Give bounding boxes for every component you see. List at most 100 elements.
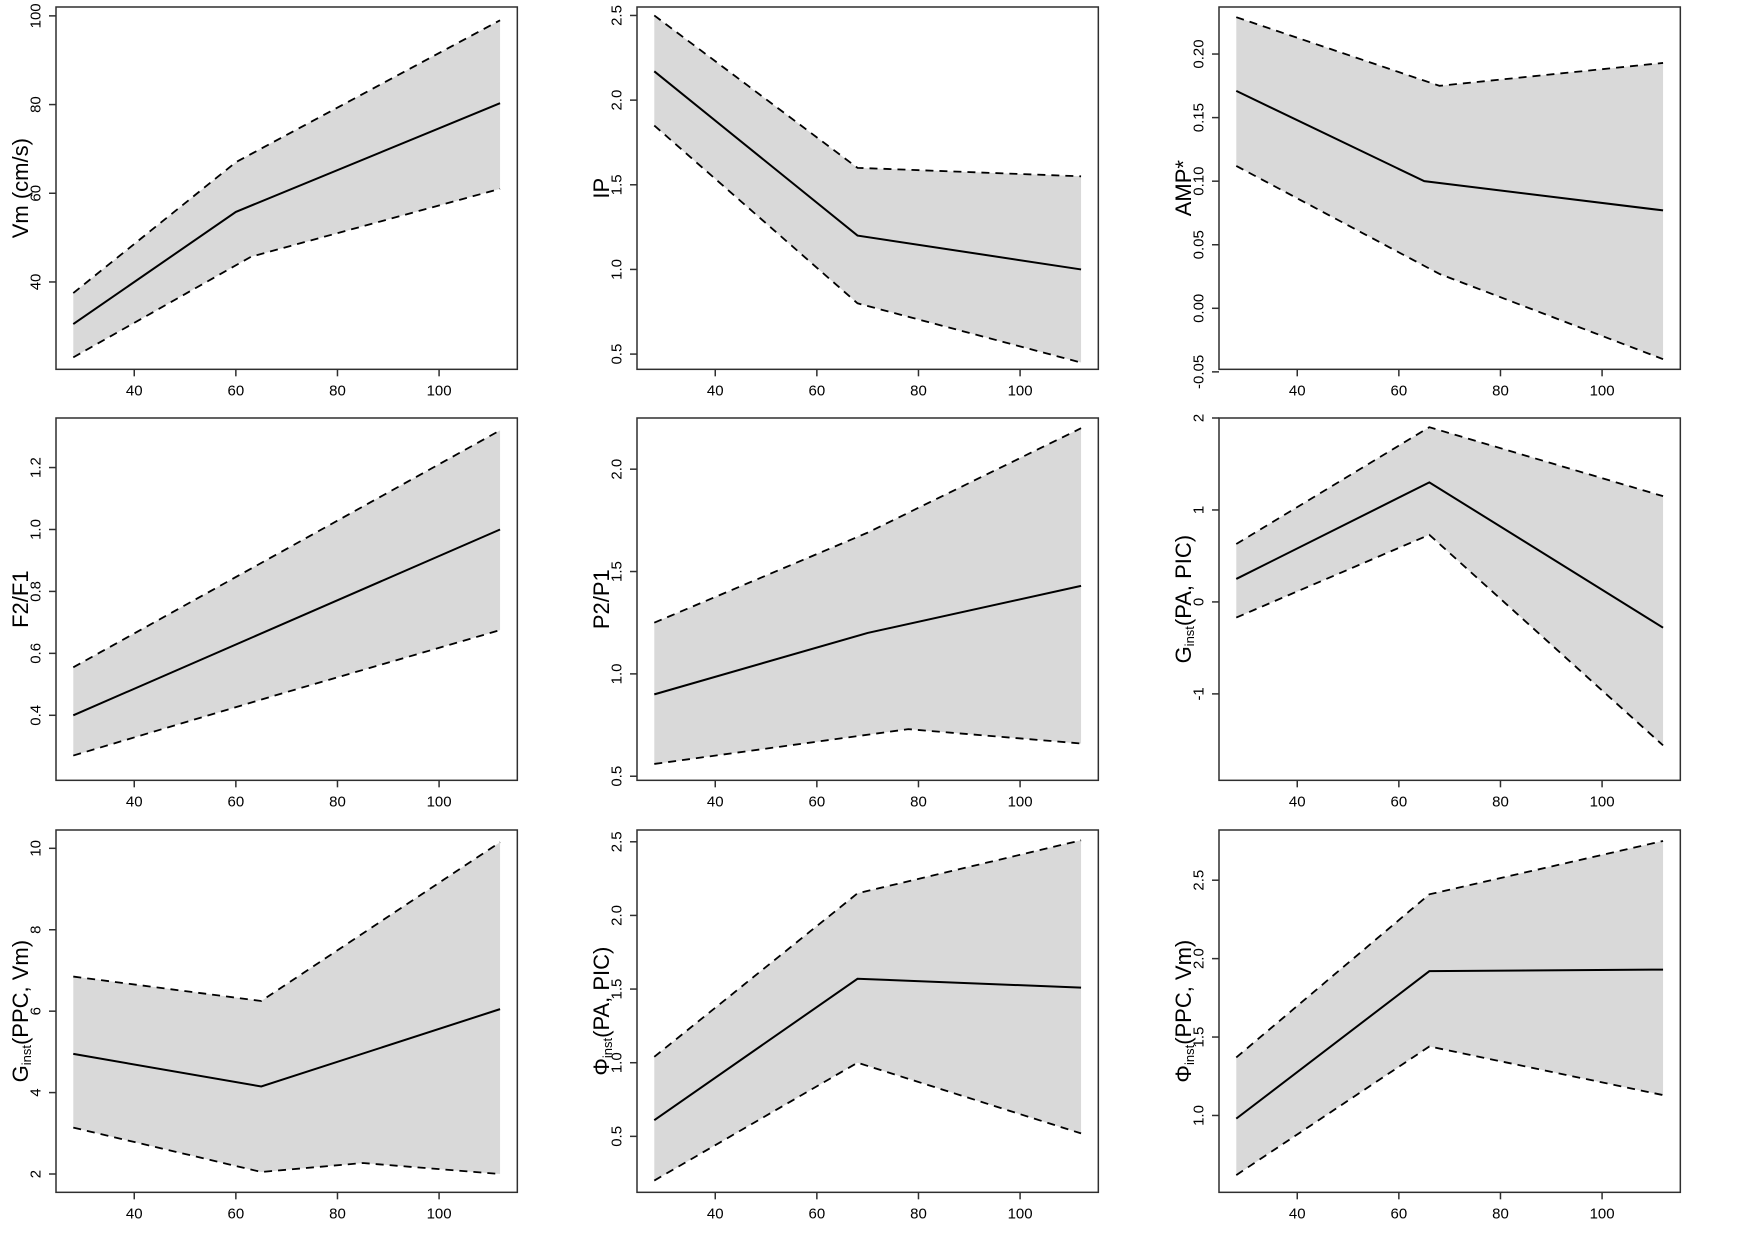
- x-tick-label: 100: [427, 1205, 452, 1222]
- x-tick-label: 60: [1390, 1205, 1407, 1222]
- x-tick-label: 40: [1289, 382, 1306, 399]
- y-tick-label: 1.5: [609, 174, 626, 195]
- y-tick-label: 0.5: [609, 344, 626, 365]
- x-tick-label: 100: [427, 794, 452, 811]
- lower-ci-line: [654, 124, 1082, 364]
- upper-ci-line: [72, 429, 501, 669]
- plot-frame: [55, 417, 519, 782]
- x-tick-label: 80: [1492, 794, 1509, 811]
- y-axis-label: Ginst(PA, PIC): [1170, 535, 1196, 664]
- mean-line: [654, 977, 1082, 1121]
- upper-ci-line: [654, 839, 1082, 1058]
- mean-line: [72, 102, 501, 325]
- ginst-ppc-vm-chart: 40 60 80 100 2 4 6 8 10 Ginst(PPC, Vm): [8, 828, 519, 1222]
- y-tick-label: 2: [1190, 414, 1207, 422]
- x-tick-label: 40: [126, 382, 143, 399]
- x-axis: 40 60 80 100: [707, 780, 1033, 811]
- x-tick-label: 40: [707, 794, 724, 811]
- x-tick-label: 80: [329, 794, 346, 811]
- y-tick-label: 1.0: [609, 664, 626, 685]
- y-axis: 0.5 1.0 1.5 2.0 2.5: [609, 831, 638, 1147]
- plot-frame: [1217, 6, 1681, 371]
- y-tick-label: 2: [28, 1169, 45, 1177]
- y-tick-label: 2.5: [609, 831, 626, 852]
- y-tick-label: 0.15: [1190, 103, 1207, 132]
- x-tick-label: 100: [1008, 1205, 1033, 1222]
- x-tick-label: 80: [910, 1205, 927, 1222]
- y-tick-label: 0.20: [1190, 39, 1207, 68]
- mean-line: [1235, 481, 1664, 629]
- plot-frame: [636, 6, 1100, 371]
- x-axis: 40 60 80 100: [126, 1191, 452, 1222]
- y-axis-label: Φinst(PA, PIC): [589, 946, 615, 1075]
- panel-ginst-pa-pic: 40 60 80 100 -1 0 1 2 Ginst(PA, PIC): [1163, 411, 1744, 822]
- y-tick-label: 0.5: [609, 766, 626, 787]
- y-tick-label: 1.0: [1190, 1105, 1207, 1126]
- y-tick-label: 1: [1190, 506, 1207, 514]
- phiinst-pa-pic-chart: 40 60 80 100 0.5 1.0 1.5 2.0 2.5 Φinst(PA, PIC): [589, 828, 1100, 1222]
- confidence-band: [654, 839, 1082, 1181]
- x-tick-label: 40: [707, 1205, 724, 1222]
- y-tick-label: 2.5: [1190, 869, 1207, 890]
- mean-line: [72, 528, 501, 717]
- mean-line: [1235, 90, 1663, 212]
- x-tick-label: 100: [1589, 794, 1614, 811]
- x-tick-label: 60: [809, 382, 826, 399]
- y-tick-label: 100: [28, 3, 45, 28]
- x-tick-label: 80: [329, 382, 346, 399]
- x-tick-label: 80: [1492, 382, 1509, 399]
- y-axis-label: IP: [589, 178, 614, 199]
- panel-amp: 40 60 80 100 -0.05 0.00 0.05 0.10 0.15 0.20 AMP*: [1163, 0, 1744, 411]
- y-axis: -0.05 0.00 0.05 0.10 0.15 0.20: [1190, 39, 1219, 389]
- y-axis-label: F2/F1: [8, 571, 33, 628]
- x-axis: 40 60 80 100: [707, 1191, 1033, 1222]
- panel-f2f1: 40 60 80 100 0.4 0.6 0.8 1.0 1.2 F2/F1: [0, 411, 581, 822]
- mean-line: [653, 70, 1082, 271]
- y-axis: 0.4 0.6 0.8 1.0 1.2: [28, 457, 57, 726]
- y-tick-label: 2.0: [609, 90, 626, 111]
- upper-ci-line: [1235, 426, 1663, 546]
- y-tick-label: 2.0: [1190, 948, 1207, 969]
- y-axis-label: Ginst(PPC, Vm): [8, 940, 34, 1082]
- y-tick-label: 0: [1190, 598, 1207, 606]
- mean-line: [1235, 968, 1663, 1120]
- y-tick-label: 8: [28, 925, 45, 933]
- x-axis: 40 60 80 100: [1289, 780, 1614, 811]
- y-axis: 0.5 1.0 1.5 2.0 2.5: [609, 5, 638, 365]
- x-axis: 40 60 80 100: [126, 780, 452, 811]
- ginst-pa-pic-chart: 40 60 80 100 -1 0 1 2 Ginst(PA, PIC): [1170, 414, 1681, 811]
- y-tick-label: 1.0: [609, 259, 626, 280]
- f2f1-chart: 40 60 80 100 0.4 0.6 0.8 1.0 1.2 F2/F1: [8, 417, 519, 811]
- panel-phiinst-pa-pic: 40 60 80 100 0.5 1.0 1.5 2.0 2.5 Φinst(PA, PIC): [581, 823, 1162, 1234]
- lower-ci-line: [1235, 534, 1664, 747]
- y-axis: -1 0 1 2: [1190, 414, 1219, 701]
- upper-ci-line: [1235, 839, 1663, 1058]
- confidence-band: [73, 841, 501, 1174]
- lower-ci-line: [1235, 165, 1664, 360]
- lower-ci-line: [654, 728, 1082, 766]
- y-axis: 1.0 1.5 2.0 2.5: [1190, 869, 1219, 1126]
- upper-ci-line: [1235, 16, 1663, 87]
- y-tick-label: 1.0: [28, 519, 45, 540]
- x-tick-label: 60: [228, 1205, 245, 1222]
- y-tick-label: 4: [28, 1088, 45, 1096]
- x-axis: 40 60 80 100: [1289, 1191, 1614, 1222]
- x-tick-label: 40: [126, 1205, 143, 1222]
- y-tick-label: 0.8: [28, 581, 45, 602]
- confidence-band: [654, 15, 1082, 363]
- y-tick-label: 1.5: [609, 978, 626, 999]
- y-tick-label: 0.5: [609, 1126, 626, 1147]
- mean-line: [654, 585, 1082, 696]
- x-tick-label: 60: [1390, 382, 1407, 399]
- upper-ci-line: [654, 14, 1082, 178]
- panel-ginst-ppc-vm: 40 60 80 100 2 4 6 8 10 Ginst(PPC, Vm): [0, 823, 581, 1234]
- confidence-band: [1235, 427, 1663, 746]
- y-axis-label: AMP*: [1170, 160, 1195, 217]
- amp-chart: 40 60 80 100 -0.05 0.00 0.05 0.10 0.15 0.20 AMP*: [1170, 6, 1681, 399]
- panel-vm: 40 60 80 100 40 60 80 100 Vm (cm/s): [0, 0, 581, 411]
- y-axis-label: Vm (cm/s): [8, 138, 33, 238]
- x-axis: 40 60 80 100: [126, 369, 452, 399]
- y-tick-label: 2.0: [609, 905, 626, 926]
- confidence-band: [1235, 17, 1663, 360]
